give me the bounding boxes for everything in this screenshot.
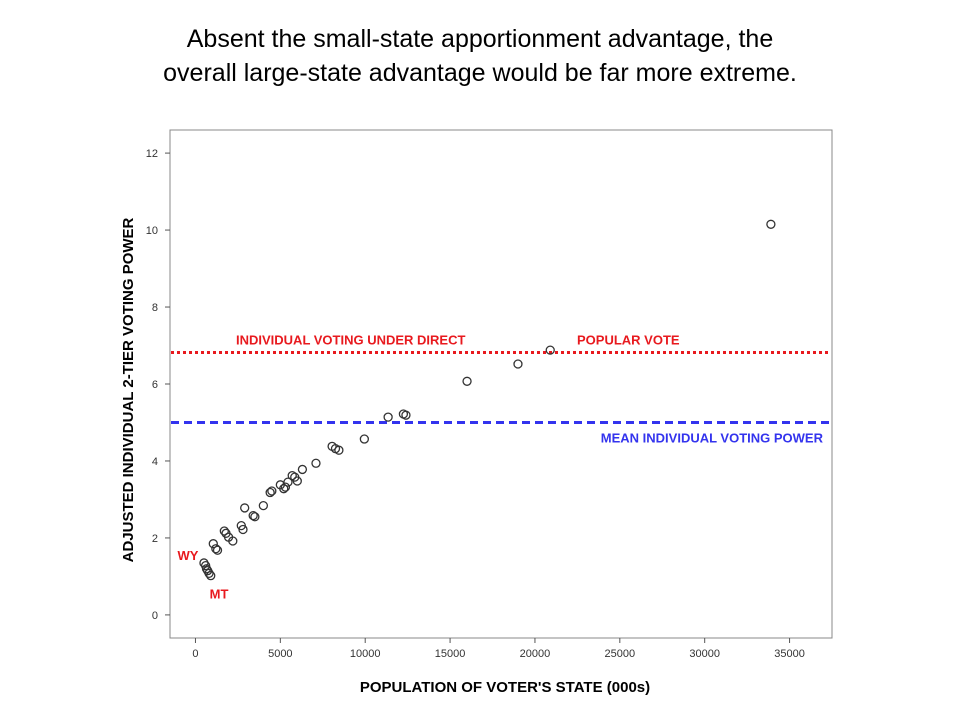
point-label-mt: MT [210,587,229,602]
plot-frame [169,129,833,639]
data-point [258,500,269,511]
data-point [201,564,212,574]
y-tick-label: 0 [152,610,158,622]
x-tick-label: 20000 [520,648,551,660]
data-point [206,571,216,581]
x-tick-label: 0 [192,648,198,660]
point-annotations: WY MT [177,548,228,602]
data-point [334,445,344,455]
data-point [228,536,238,546]
x-tick-label: 25000 [605,648,636,660]
data-point [204,568,214,578]
y-tick-label: 6 [152,379,158,391]
data-point [279,484,289,494]
data-point [383,412,393,422]
data-point [513,359,523,369]
data-point [401,410,411,420]
x-tick-label: 15000 [435,648,466,660]
data-point [199,558,209,568]
reference-lines: INDIVIDUAL VOTING UNDER DIRECT POPULAR VO… [171,332,831,445]
y-axis-title: ADJUSTED INDIVIDUAL 2-TIER VOTING POWER [120,217,137,562]
direct-vote-label-left: INDIVIDUAL VOTING UNDER DIRECT [236,332,465,347]
data-point [462,376,472,386]
x-tick-label: 5000 [268,648,292,660]
data-point [219,526,229,536]
data-point [311,458,321,468]
data-point [240,503,250,513]
data-point [267,486,277,496]
slide-title-line-2: overall large-state advantage would be f… [163,59,797,87]
y-tick-label: 2 [152,533,158,545]
mean-power-label: MEAN INDIVIDUAL VOTING POWER [601,430,824,445]
x-tick-label: 10000 [350,648,381,660]
y-tick-label: 8 [152,302,158,314]
x-axis-title: POPULATION OF VOTER'S STATE (000s) [360,679,650,696]
data-point [297,464,308,475]
data-point [545,345,555,355]
x-tick-label: 35000 [774,648,805,660]
data-point [292,476,302,486]
data-point [283,477,293,487]
point-label-wy: WY [177,548,198,563]
y-tick-label: 10 [146,225,158,237]
data-point [766,219,776,229]
data-point [287,470,297,481]
data-point [265,487,275,498]
y-tick-label: 4 [152,456,158,468]
direct-vote-label-right: POPULAR VOTE [577,332,680,347]
data-point [211,544,221,554]
data-point [248,510,258,521]
slide-title-line-1: Absent the small-state apportionment adv… [186,25,774,53]
axes: 0 5000 10000 15000 20000 25000 30000 35000 0 2 4 6 8… [146,148,805,660]
data-point [238,524,248,535]
data-point [280,482,291,492]
y-tick-label: 12 [146,148,158,160]
data-point [250,512,260,522]
data-point [359,434,370,444]
data-point [212,545,223,555]
data-point [208,539,218,549]
x-tick-label: 30000 [689,648,720,660]
slide-title: Absent the small-state apportionment adv… [0,22,960,90]
data-points [199,219,776,581]
